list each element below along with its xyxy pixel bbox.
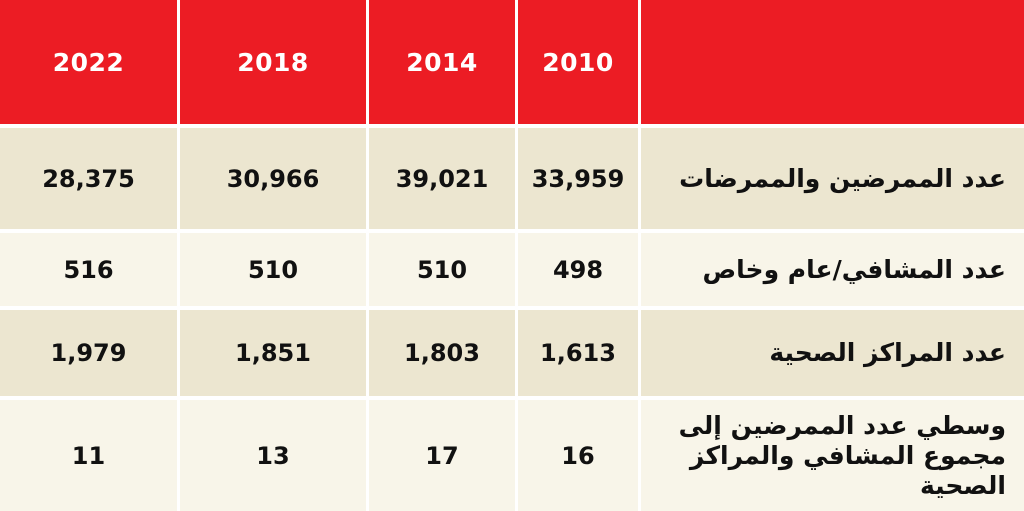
table-cell: 516 [0,233,177,306]
header-year-2018: 2018 [180,0,366,124]
row-label: وسطي عدد الممرضين إلى مجموع المشافي والم… [641,400,1024,511]
table-cell: 33,959 [518,128,638,229]
table-cell: 1,851 [180,310,366,396]
table-cell: 39,021 [369,128,515,229]
table-cell: 30,966 [180,128,366,229]
header-year-2022: 2022 [0,0,177,124]
table-cell: 510 [180,233,366,306]
table-cell: 1,613 [518,310,638,396]
header-label-column [641,0,1024,124]
table-cell: 11 [0,400,177,511]
row-label: عدد الممرضين والممرضات [641,128,1024,229]
table-cell: 28,375 [0,128,177,229]
table-cell: 16 [518,400,638,511]
row-label: عدد المشافي/عام وخاص [641,233,1024,306]
table-cell: 498 [518,233,638,306]
header-year-2014: 2014 [369,0,515,124]
table-cell: 1,803 [369,310,515,396]
table-cell: 510 [369,233,515,306]
table-cell: 13 [180,400,366,511]
header-year-2010: 2010 [518,0,638,124]
table-cell: 1,979 [0,310,177,396]
row-label: عدد المراكز الصحية [641,310,1024,396]
table-cell: 17 [369,400,515,511]
